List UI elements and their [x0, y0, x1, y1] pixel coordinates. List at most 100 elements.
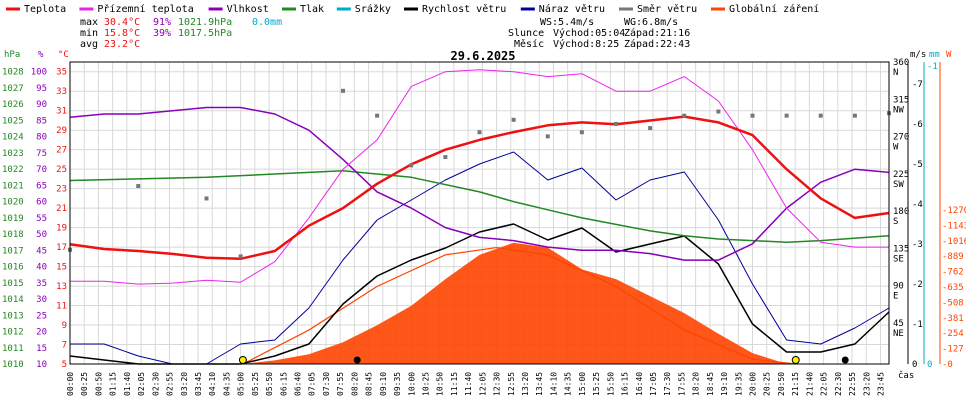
- moon-marker-icon: [841, 356, 849, 364]
- pressure-tick-label: 1026: [2, 100, 24, 110]
- humidity-tick-label: 75: [36, 149, 47, 159]
- legend-label: Globální záření: [729, 3, 819, 15]
- radiation-tick-label: -1143: [942, 221, 966, 231]
- wind-direction-point: [136, 184, 141, 189]
- stat-min-temp: 15.8°C: [104, 28, 140, 39]
- chart-title: 29.6.2025: [450, 49, 515, 63]
- temp-tick-label: 29: [56, 126, 67, 136]
- humidity-tick-label: 20: [36, 328, 47, 338]
- info-moon-label: Měsíc: [514, 38, 544, 50]
- time-tick-label: 05:50: [265, 372, 274, 396]
- time-tick-label: 06:15: [279, 372, 288, 396]
- wind-direction-point: [204, 196, 209, 201]
- legend-item: Směr větru: [619, 3, 697, 15]
- direction-tick-value: 135: [893, 244, 909, 254]
- info-sunrise: Východ:05:04: [553, 27, 625, 39]
- humidity-tick-label: 15: [36, 344, 47, 354]
- direction-tick-value: 45: [893, 319, 904, 329]
- time-tick-label: 06:40: [294, 372, 303, 396]
- temp-tick-label: 13: [56, 282, 67, 292]
- time-tick-label: 01:40: [123, 372, 132, 396]
- temp-tick-label: 25: [56, 165, 67, 175]
- stat-max-label: max: [80, 17, 98, 28]
- info-sunset: Západ:21:16: [624, 27, 690, 39]
- wind-direction-point: [716, 109, 721, 114]
- stat-avg-temp: 23.2°C: [104, 39, 140, 50]
- legend: Teplota Přízemní teplota Vlhkost Tlak Srážky…: [6, 3, 819, 15]
- time-tick-label: 22:05: [820, 372, 829, 396]
- wind-direction-point: [341, 88, 345, 93]
- pressure-tick-label: 1027: [2, 84, 24, 94]
- time-tick-label: 11:40: [464, 372, 473, 396]
- series-area-radiation: [70, 242, 889, 364]
- humidity-tick-label: 80: [36, 133, 47, 143]
- info-moonset: Západ:22:43: [624, 38, 690, 50]
- humidity-tick-label: 70: [36, 165, 47, 175]
- info-sun-label: Slunce: [508, 28, 544, 39]
- time-tick-label: 17:30: [663, 372, 672, 396]
- wind-tick-label: -6: [912, 120, 923, 130]
- direction-tick-label: S: [893, 217, 898, 227]
- temp-tick-label: 21: [56, 204, 67, 214]
- time-tick-label: 11:15: [450, 372, 459, 396]
- sun-marker-icon: [791, 356, 800, 364]
- humidity-tick-label: 10: [36, 360, 47, 370]
- pressure-tick-label: 1011: [2, 344, 24, 354]
- direction-tick-label: NW: [893, 105, 904, 115]
- rain-tick-label: -1: [927, 62, 938, 72]
- temp-tick-label: 17: [56, 243, 67, 253]
- time-tick-label: 18:45: [706, 372, 715, 396]
- pressure-tick-label: 1021: [2, 181, 24, 191]
- info-wg: WG:6.8m/s: [624, 17, 678, 28]
- legend-item: Tlak: [282, 4, 324, 15]
- time-tick-label: 09:10: [379, 372, 388, 396]
- wind-direction-point: [409, 163, 414, 168]
- temp-tick-label: 7: [62, 341, 67, 351]
- plot-frame: [69, 61, 890, 365]
- legend-label: Tlak: [300, 4, 324, 15]
- pressure-tick-label: 1028: [2, 68, 24, 78]
- time-tick-label: 00:50: [94, 372, 103, 396]
- pressure-tick-label: 1019: [2, 214, 24, 224]
- pressure-tick-label: 1022: [2, 165, 24, 175]
- series-line-temperature: [69, 115, 890, 261]
- humidity-tick-label: 90: [36, 100, 47, 110]
- direction-tick-value: 225: [893, 170, 909, 180]
- sun-marker-icon: [238, 356, 247, 364]
- humidity-tick-label: 85: [36, 116, 47, 126]
- direction-tick-label: W: [893, 143, 899, 153]
- wind-direction-point: [682, 113, 687, 118]
- series-line-theoretical-radiation: [242, 246, 796, 365]
- wind-direction-point: [818, 113, 823, 118]
- time-tick-label: 15:50: [606, 372, 615, 396]
- wind-direction-point: [477, 130, 482, 135]
- wind-direction-point: [238, 254, 243, 259]
- stat-min-hum: 39%: [153, 28, 171, 39]
- series-line-pressure: [69, 170, 890, 243]
- time-tick-label: 05:25: [251, 372, 260, 396]
- time-tick-label: 22:30: [834, 372, 843, 396]
- stat-min-label: min: [80, 28, 98, 39]
- info-ws: WS:5.4m/s: [540, 17, 594, 28]
- legend-item: Rychlost větru: [404, 3, 506, 15]
- direction-tick-label: SE: [893, 254, 904, 264]
- time-tick-label: 08:20: [350, 372, 359, 396]
- time-tick-label: 15:25: [592, 372, 601, 396]
- legend-label: Rychlost větru: [422, 3, 506, 15]
- time-tick-label: 20:25: [763, 372, 772, 396]
- direction-tick-value: 270: [893, 133, 909, 143]
- info-block: WS:5.4m/s WG:6.8m/s Slunce Východ:05:04 …: [508, 17, 690, 50]
- temp-tick-label: 11: [56, 302, 67, 312]
- radiation-tick-label: -508: [942, 298, 964, 308]
- pressure-tick-label: 1010: [2, 360, 24, 370]
- radiation-tick-label: -635: [942, 283, 964, 293]
- wind-tick-label: -7: [912, 80, 923, 90]
- wind-direction-point: [443, 155, 448, 160]
- wind-direction-point: [648, 126, 653, 131]
- humidity-tick-label: 30: [36, 295, 47, 305]
- pressure-tick-label: 1023: [2, 149, 24, 159]
- direction-tick-value: 90: [893, 282, 904, 292]
- pressure-tick-label: 1014: [2, 295, 24, 305]
